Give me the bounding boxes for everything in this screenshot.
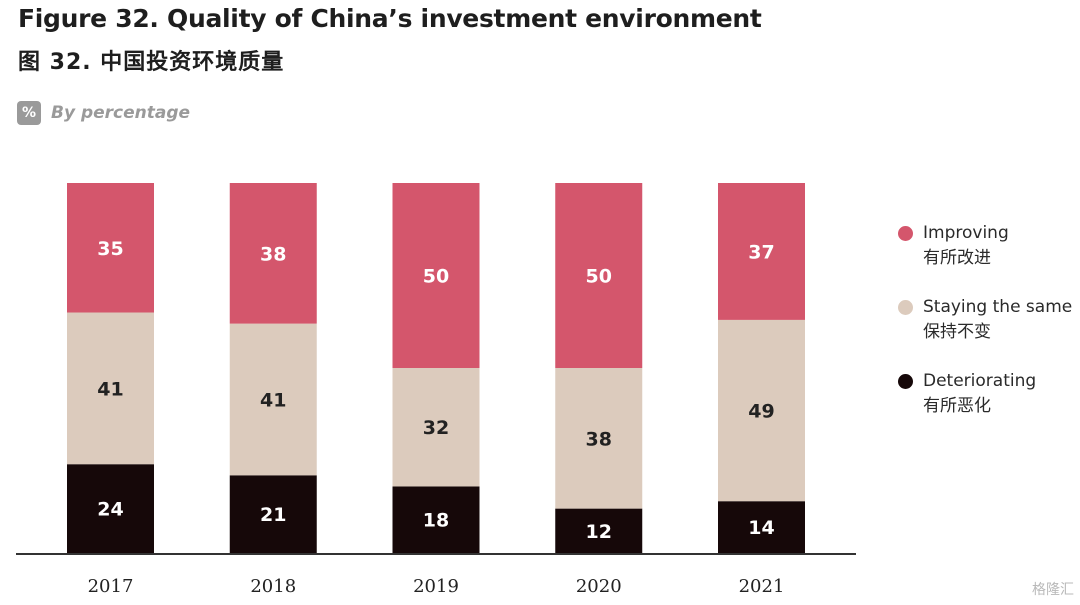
- bar-segment-2021-improving: [718, 183, 805, 320]
- bar-segment-2018-improving: [229, 183, 317, 324]
- data-label-2021-improving: 37: [748, 241, 774, 263]
- percent-icon: %: [17, 101, 41, 125]
- x-tick-label-2019: 2019: [413, 576, 459, 597]
- data-label-2020-deteriorating: 12: [586, 521, 612, 543]
- legend: Improving 有所改进 Staying the same 保持不变 Det…: [898, 220, 1072, 442]
- bar-segment-2021-deteriorating: [718, 501, 805, 553]
- x-tick-label-2017: 2017: [88, 576, 134, 597]
- bar-segment-2018-staying-the-same: [229, 323, 317, 476]
- bar-segment-2019-deteriorating: [392, 486, 480, 553]
- legend-label-improving-zh: 有所改进: [923, 248, 991, 268]
- chart-subtitle: 图 32. 中国投资环境质量: [18, 50, 285, 75]
- bar-segment-2017-deteriorating: [67, 464, 154, 553]
- data-label-2017-staying-the-same: 41: [97, 378, 123, 400]
- data-label-2018-improving: 38: [260, 243, 286, 265]
- watermark: 格隆汇: [1032, 582, 1074, 598]
- legend-dot-deteriorating: [898, 374, 913, 389]
- data-label-2021-deteriorating: 14: [748, 517, 774, 539]
- unit-label: By percentage: [51, 103, 191, 123]
- bar-segment-2021-staying-the-same: [718, 319, 805, 502]
- x-tick-label-2018: 2018: [250, 576, 296, 597]
- unit-indicator: % By percentage: [17, 101, 190, 125]
- data-label-2018-deteriorating: 21: [260, 504, 286, 526]
- legend-label-same-zh: 保持不变: [923, 322, 991, 342]
- bar-segment-2017-improving: [67, 183, 154, 313]
- data-label-2021-staying-the-same: 49: [748, 401, 774, 423]
- legend-label-deteriorating-zh: 有所恶化: [923, 396, 991, 416]
- legend-item-same: Staying the same 保持不变: [898, 294, 1072, 368]
- data-label-2019-staying-the-same: 32: [423, 417, 449, 439]
- stacked-bar-chart: 24 41 35 2017 21 41 38 2018 18 32 50 2019 12 38 50 2020…: [16, 183, 856, 597]
- data-label-2018-staying-the-same: 41: [260, 389, 286, 411]
- chart-title: Figure 32. Quality of China’s investment…: [18, 4, 762, 33]
- legend-item-deteriorating: Deteriorating 有所恶化: [898, 368, 1072, 442]
- bar-segment-2018-deteriorating: [229, 475, 317, 553]
- data-label-2017-deteriorating: 24: [97, 499, 123, 521]
- x-tick-label-2021: 2021: [739, 576, 785, 597]
- bar-segment-2019-staying-the-same: [392, 368, 480, 487]
- data-label-2020-improving: 50: [586, 266, 612, 288]
- data-label-2017-improving: 35: [97, 238, 123, 260]
- legend-label-same: Staying the same: [923, 297, 1073, 317]
- x-tick-label-2020: 2020: [576, 576, 622, 597]
- legend-dot-improving: [898, 226, 913, 241]
- legend-label-deteriorating: Deteriorating: [923, 371, 1037, 391]
- bar-segment-2020-improving: [555, 183, 643, 368]
- legend-label-improving: Improving: [923, 223, 1009, 243]
- data-label-2019-improving: 50: [423, 266, 449, 288]
- bar-segment-2019-improving: [392, 183, 480, 368]
- bar-segment-2020-staying-the-same: [555, 368, 643, 509]
- data-label-2020-staying-the-same: 38: [586, 428, 612, 450]
- legend-item-improving: Improving 有所改进: [898, 220, 1072, 294]
- bar-segment-2020-deteriorating: [555, 508, 643, 553]
- legend-dot-same: [898, 300, 913, 315]
- data-label-2019-deteriorating: 18: [423, 510, 449, 532]
- bar-segment-2017-staying-the-same: [67, 312, 154, 465]
